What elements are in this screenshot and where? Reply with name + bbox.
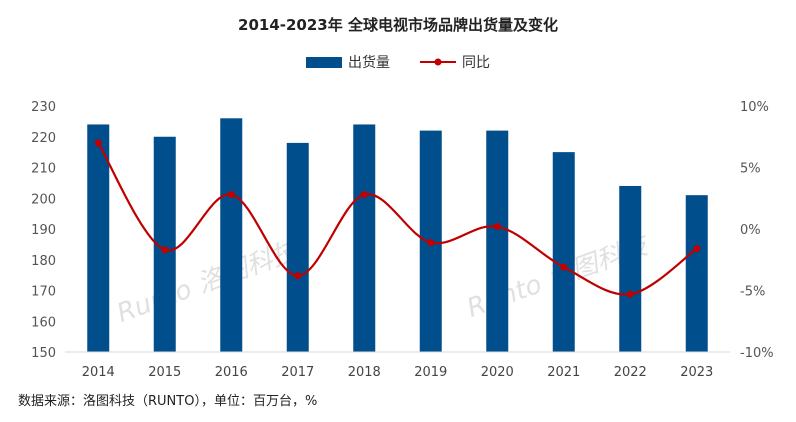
x-axis-tick: 2020 bbox=[481, 365, 514, 380]
left-axis-tick: 200 bbox=[31, 192, 56, 207]
line-point bbox=[493, 223, 501, 231]
left-axis-tick: 160 bbox=[31, 315, 56, 330]
line-point bbox=[626, 290, 634, 298]
right-axis-tick: 5% bbox=[740, 162, 761, 177]
right-axis-tick: 0% bbox=[740, 223, 761, 238]
bar bbox=[153, 136, 176, 352]
line-point bbox=[360, 191, 368, 199]
line-point bbox=[227, 191, 235, 199]
source-note: 数据来源：洛图科技（RUNTO），单位：百万台，% bbox=[18, 394, 318, 409]
right-axis-tick: 10% bbox=[740, 100, 769, 115]
x-axis-tick: 2021 bbox=[547, 365, 580, 380]
line-point bbox=[427, 239, 435, 247]
line-point bbox=[94, 139, 102, 147]
bar bbox=[552, 152, 575, 352]
right-axis-tick: -5% bbox=[740, 285, 765, 300]
bar bbox=[353, 124, 376, 352]
left-axis-tick: 190 bbox=[31, 223, 56, 238]
x-axis-tick: 2014 bbox=[82, 365, 115, 380]
bar bbox=[486, 130, 509, 352]
x-axis-tick: 2017 bbox=[281, 365, 314, 380]
line-point bbox=[693, 245, 701, 253]
legend: 出货量 同比 bbox=[0, 52, 796, 72]
legend-label: 出货量 bbox=[348, 55, 390, 71]
legend-swatch-bar bbox=[306, 56, 342, 68]
x-axis-tick: 2019 bbox=[414, 365, 447, 380]
bar bbox=[87, 124, 110, 352]
x-axis-tick: 2022 bbox=[614, 365, 647, 380]
x-axis-tick: 2015 bbox=[148, 365, 181, 380]
left-axis-tick: 150 bbox=[31, 346, 56, 361]
legend-label: 同比 bbox=[462, 55, 490, 71]
legend-item-line: 同比 bbox=[420, 52, 490, 72]
watermark: Runto 洛图科技 bbox=[113, 235, 304, 329]
left-axis-tick: 220 bbox=[31, 131, 56, 146]
chart-title: 2014-2023年 全球电视市场品牌出货量及变化 bbox=[238, 16, 558, 34]
left-axis-tick: 180 bbox=[31, 254, 56, 269]
bar bbox=[220, 118, 243, 352]
bar bbox=[619, 185, 642, 352]
right-axis-tick: -10% bbox=[740, 346, 774, 361]
left-axis-tick: 230 bbox=[31, 100, 56, 115]
line-point bbox=[294, 272, 302, 280]
legend-swatch-line bbox=[420, 58, 456, 66]
x-axis-tick: 2018 bbox=[348, 365, 381, 380]
x-axis-tick: 2016 bbox=[215, 365, 248, 380]
bar bbox=[286, 142, 309, 352]
bar bbox=[685, 195, 708, 352]
left-axis-tick: 210 bbox=[31, 162, 56, 177]
line-point bbox=[560, 263, 568, 271]
legend-item-bar: 出货量 bbox=[306, 52, 390, 72]
left-axis-tick: 170 bbox=[31, 285, 56, 300]
x-axis-tick: 2023 bbox=[680, 365, 713, 380]
line-point bbox=[161, 246, 169, 254]
